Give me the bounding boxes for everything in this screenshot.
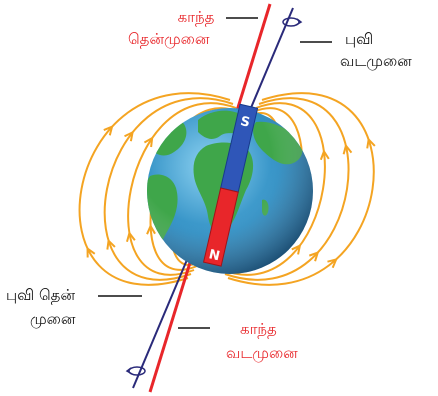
magnet-north-half bbox=[202, 187, 239, 267]
geographic-north-line1: புவி bbox=[345, 30, 374, 48]
magnetic-north-line1: காந்த bbox=[240, 320, 277, 338]
field-arrow-right-5-1 bbox=[327, 257, 338, 269]
magnetic-south-pole-label: காந்த bbox=[168, 8, 224, 27]
field-arrow-left-3-1 bbox=[126, 230, 136, 243]
rotation-arrow-icon-bottom bbox=[125, 366, 146, 376]
geographic-north-pole-label-2: வடமுனை bbox=[340, 52, 412, 71]
field-arrow-right-3-2 bbox=[319, 149, 330, 161]
magnet-n-letter: N bbox=[207, 247, 221, 264]
field-arrow-left-3-2 bbox=[143, 136, 154, 148]
geographic-south-pole-label-2: முனை bbox=[30, 310, 75, 329]
geographic-south-line1: புவி தென் bbox=[6, 286, 75, 304]
geographic-north-pole-label: புவி bbox=[345, 30, 373, 49]
geographic-south-line2: முனை bbox=[30, 310, 76, 328]
field-line-left-3 bbox=[127, 102, 237, 276]
bar-magnet: S N bbox=[202, 103, 259, 267]
field-arrow-left-2-1 bbox=[146, 223, 156, 235]
field-line-right-5 bbox=[227, 92, 375, 286]
field-arrow-left-5-1 bbox=[86, 246, 96, 258]
magnetic-north-pole-label: காந்த bbox=[240, 320, 277, 339]
field-arrow-left-4-2 bbox=[124, 130, 134, 142]
magnetic-south-pole-label-2: தென்முனை bbox=[128, 30, 209, 49]
field-arrow-left-5-2 bbox=[103, 124, 114, 136]
field-arrow-right-4-1 bbox=[308, 251, 320, 262]
field-arrow-right-3-1 bbox=[291, 243, 302, 255]
magnetic-south-line1: காந்த bbox=[177, 8, 215, 26]
geographic-north-line2: வடமுனை bbox=[340, 52, 412, 70]
field-arrow-right-5-2 bbox=[366, 137, 376, 149]
field-line-right-3 bbox=[221, 102, 326, 276]
field-arrow-left-4-1 bbox=[106, 238, 116, 250]
field-arrow-right-4-2 bbox=[342, 143, 353, 155]
field-line-left-5 bbox=[78, 92, 231, 286]
geographic-south-pole-label: புவி தென் bbox=[6, 286, 75, 305]
field-line-right-4 bbox=[224, 97, 350, 281]
magnet-s-letter: S bbox=[239, 114, 252, 131]
rotation-arrow-icon-top bbox=[282, 17, 303, 27]
magnetic-south-line2: தென்முனை bbox=[128, 30, 210, 48]
magnetic-north-pole-label-2: வடமுனை bbox=[226, 344, 298, 363]
field-line-left-4 bbox=[103, 97, 234, 281]
magnetic-north-line2: வடமுனை bbox=[226, 344, 298, 362]
